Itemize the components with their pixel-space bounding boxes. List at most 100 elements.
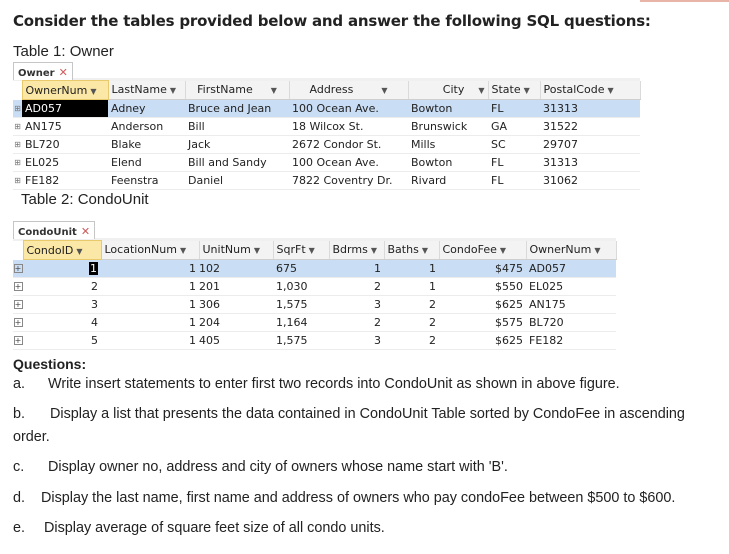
table-cell[interactable]: 1,164: [273, 313, 329, 332]
dropdown-arrow-icon[interactable]: ▼: [381, 86, 388, 96]
dropdown-arrow-icon[interactable]: ▼: [76, 246, 83, 256]
dropdown-arrow-icon[interactable]: ▼: [370, 246, 377, 256]
table-cell[interactable]: 18 Wilcox St.: [289, 117, 408, 136]
table-cell[interactable]: FE182: [22, 171, 108, 190]
table-row[interactable]: +2 1 201 1,030 2 1 $550 EL025: [13, 277, 616, 296]
table-cell[interactable]: AD057: [526, 259, 616, 278]
table-cell[interactable]: 3: [23, 295, 101, 314]
table-cell[interactable]: 29707: [540, 135, 640, 154]
table-cell[interactable]: $575: [439, 313, 526, 332]
column-header-condofee[interactable]: CondoFee ▼: [439, 240, 527, 260]
table-cell[interactable]: Blake: [108, 135, 185, 154]
table-cell[interactable]: Bowton: [408, 99, 488, 118]
expand-icon[interactable]: ⊞: [13, 153, 22, 172]
table-cell[interactable]: 2: [329, 277, 384, 296]
condo-tab[interactable]: CondoUnit ✕: [13, 221, 96, 239]
table-cell[interactable]: 1: [329, 259, 384, 278]
table-cell[interactable]: $625: [439, 331, 526, 350]
dropdown-arrow-icon[interactable]: ▼: [90, 86, 97, 96]
table-cell[interactable]: 31313: [540, 99, 640, 118]
table-cell[interactable]: FL: [488, 99, 540, 118]
dropdown-arrow-icon[interactable]: ▼: [308, 246, 315, 256]
table-row[interactable]: +1 1 102 675 1 1 $475 AD057: [13, 259, 616, 278]
column-header-lastname[interactable]: LastName ▼: [108, 80, 186, 100]
expand-icon[interactable]: +: [13, 295, 23, 314]
column-header-locationnum[interactable]: LocationNum ▼: [101, 240, 200, 260]
table-cell[interactable]: 5: [23, 331, 101, 350]
table-cell[interactable]: AD057: [22, 99, 108, 118]
dropdown-arrow-icon[interactable]: ▼: [523, 86, 530, 96]
expand-icon[interactable]: +: [13, 331, 23, 350]
table-row[interactable]: ⊞ EL025 Elend Bill and Sandy 100 Ocean Ave. B…: [13, 153, 640, 172]
table-cell[interactable]: FL: [488, 153, 540, 172]
expand-icon[interactable]: +: [13, 277, 23, 296]
table-cell[interactable]: Rivard: [408, 171, 488, 190]
dropdown-arrow-icon[interactable]: ▼: [607, 86, 614, 96]
expand-icon[interactable]: ⊞: [13, 135, 22, 154]
table-cell[interactable]: AN175: [526, 295, 616, 314]
column-header-firstname[interactable]: FirstName ▼: [185, 80, 290, 100]
table-cell[interactable]: $475: [439, 259, 526, 278]
dropdown-arrow-icon[interactable]: ▼: [270, 86, 277, 96]
table-cell[interactable]: 1: [101, 259, 199, 278]
expand-icon[interactable]: ⊞: [13, 171, 22, 190]
table-cell[interactable]: 31062: [540, 171, 640, 190]
column-header-unitnum[interactable]: UnitNum ▼: [199, 240, 274, 260]
table-cell[interactable]: GA: [488, 117, 540, 136]
selected-cell-value[interactable]: 1: [89, 262, 98, 275]
dropdown-arrow-icon[interactable]: ▼: [179, 246, 187, 256]
table-cell[interactable]: 100 Ocean Ave.: [289, 153, 408, 172]
table-cell[interactable]: 405: [199, 331, 273, 350]
table-cell[interactable]: 31522: [540, 117, 640, 136]
dropdown-arrow-icon[interactable]: ▼: [499, 246, 507, 256]
table-cell[interactable]: EL025: [526, 277, 616, 296]
table-cell[interactable]: Brunswick: [408, 117, 488, 136]
column-header-city[interactable]: City ▼: [408, 80, 489, 100]
dropdown-arrow-icon[interactable]: ▼: [253, 246, 260, 256]
dropdown-arrow-icon[interactable]: ▼: [594, 246, 601, 256]
table-cell[interactable]: 2: [384, 313, 439, 332]
table-cell[interactable]: 1,030: [273, 277, 329, 296]
column-header-baths[interactable]: Baths ▼: [384, 240, 440, 260]
table-cell[interactable]: Bill and Sandy: [185, 153, 289, 172]
owner-tab[interactable]: Owner ✕: [13, 62, 73, 80]
table-cell[interactable]: 31313: [540, 153, 640, 172]
table-cell[interactable]: 4: [23, 313, 101, 332]
table-cell[interactable]: 7822 Coventry Dr.: [289, 171, 408, 190]
table-cell[interactable]: $550: [439, 277, 526, 296]
table-row[interactable]: +4 1 204 1,164 2 2 $575 BL720: [13, 313, 616, 332]
table-cell[interactable]: 675: [273, 259, 329, 278]
table-cell[interactable]: 3: [329, 295, 384, 314]
table-cell[interactable]: 2: [329, 313, 384, 332]
table-cell[interactable]: Adney: [108, 99, 185, 118]
expand-icon[interactable]: +: [13, 259, 23, 278]
table-row[interactable]: ⊞ AD057 Adney Bruce and Jean 100 Ocean Ave. B…: [13, 99, 640, 118]
table-row[interactable]: ⊞ AN175 Anderson Bill 18 Wilcox St. Brunswick…: [13, 117, 640, 136]
table-cell[interactable]: 1,575: [273, 331, 329, 350]
column-header-bdrms[interactable]: Bdrms ▼: [329, 240, 385, 260]
close-icon[interactable]: ✕: [58, 66, 68, 79]
table-cell[interactable]: 2672 Condor St.: [289, 135, 408, 154]
table-cell[interactable]: 2: [23, 277, 101, 296]
table-cell[interactable]: 1: [101, 295, 199, 314]
table-row[interactable]: +3 1 306 1,575 3 2 $625 AN175: [13, 295, 616, 314]
table-cell[interactable]: FE182: [526, 331, 616, 350]
close-icon[interactable]: ✕: [80, 225, 91, 238]
table-cell[interactable]: BL720: [526, 313, 616, 332]
dropdown-arrow-icon[interactable]: ▼: [421, 246, 428, 256]
table-row[interactable]: +5 1 405 1,575 3 2 $625 FE182: [13, 331, 616, 350]
table-cell[interactable]: 100 Ocean Ave.: [289, 99, 408, 118]
dropdown-arrow-icon[interactable]: ▼: [478, 86, 485, 96]
column-header-ownernum[interactable]: OwnerNum ▼: [526, 240, 617, 260]
table-cell[interactable]: Feenstra: [108, 171, 185, 190]
table-cell[interactable]: Jack: [185, 135, 289, 154]
table-cell[interactable]: Anderson: [108, 117, 185, 136]
table-cell[interactable]: Daniel: [185, 171, 289, 190]
table-cell[interactable]: AN175: [22, 117, 108, 136]
table-cell[interactable]: 2: [384, 295, 439, 314]
column-header-sqrft[interactable]: SqrFt ▼: [273, 240, 330, 260]
table-cell[interactable]: Bill: [185, 117, 289, 136]
table-cell[interactable]: 1,575: [273, 295, 329, 314]
table-cell[interactable]: EL025: [22, 153, 108, 172]
table-cell[interactable]: 204: [199, 313, 273, 332]
